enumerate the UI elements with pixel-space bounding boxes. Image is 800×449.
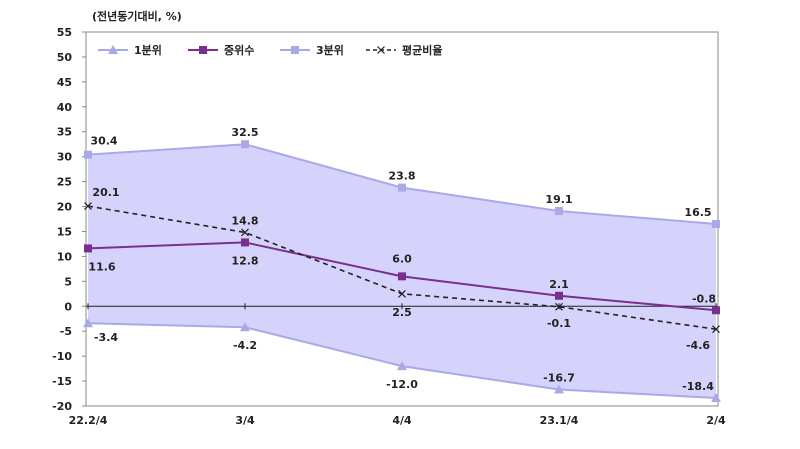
data-label-2: 30.4 [90,135,117,148]
data-label-2: 19.1 [545,193,572,206]
data-label-3: -0.1 [547,317,571,330]
data-label-1: -0.8 [692,292,716,305]
unit-label: (전년동기대비, %) [92,10,182,23]
series-point-0 [240,322,250,332]
series-point-1 [555,291,563,300]
data-label-3: -4.6 [686,339,710,352]
series-point-3 [555,302,563,311]
x-tick-label: 2/4 [706,414,726,427]
y-tick-label: -20 [52,400,72,413]
y-tick-label: 0 [64,300,72,313]
data-label-2: 23.8 [388,170,415,183]
y-tick-label: 10 [57,250,73,263]
series-point-2 [84,150,92,159]
x-tick-label: 23.1/4 [540,414,579,427]
data-label-2: 32.5 [231,126,258,139]
data-label-0: -12.0 [386,378,418,391]
x-tick-label: 4/4 [392,414,412,427]
y-tick-label: -5 [60,325,72,338]
series-point-3 [241,228,249,237]
legend-marker-3 [377,46,385,54]
data-label-1: 11.6 [88,260,115,273]
data-label-0: -16.7 [543,372,575,385]
series-point-3 [84,202,92,210]
series-point-2 [241,140,249,149]
data-label-1: 6.0 [392,252,412,265]
data-label-3: 20.1 [92,186,119,199]
legend-label-3: 평균비율 [402,43,442,57]
series-point-2 [712,219,720,228]
x-tick-label: 3/4 [235,414,255,427]
y-tick-label: 30 [57,151,73,164]
y-tick-label: 45 [57,76,72,89]
series-point-0 [397,361,407,371]
x-tick-label: 22.2/4 [69,414,108,427]
y-tick-label: 40 [57,101,73,114]
y-tick-label: 50 [57,51,73,64]
y-tick-label: 55 [57,26,72,39]
data-label-2: 16.5 [684,206,711,219]
series-point-2 [555,207,563,216]
y-tick-label: 25 [57,176,72,189]
series-point-3 [712,325,720,334]
series-point-0 [83,318,93,328]
data-label-1: 12.8 [231,254,258,267]
data-label-3: 2.5 [392,306,412,319]
y-tick-label: 5 [64,275,72,288]
series-point-1 [241,238,249,247]
legend-label-1: 중위수 [224,44,254,57]
series-point-2 [398,183,406,192]
data-label-0: -4.2 [233,339,257,352]
data-label-0: -18.4 [682,380,714,393]
y-tick-label: 20 [57,201,73,214]
series-point-1 [84,244,92,253]
series-point-1 [398,272,406,281]
data-label-0: -3.4 [94,331,118,344]
series-point-0 [711,393,721,403]
data-label-3: 14.8 [231,214,258,227]
legend-marker-0 [108,45,118,54]
series-point-3 [398,289,406,298]
y-tick-label: -15 [52,375,72,388]
data-label-1: 2.1 [549,278,569,291]
series-point-1 [712,306,720,315]
y-tick-label: -10 [52,350,72,363]
legend-label-0: 1분위 [134,44,162,57]
y-tick-label: 15 [57,225,72,238]
legend-marker-2 [291,46,299,54]
series-point-0 [554,384,564,394]
interquartile-band [88,144,716,399]
legend-marker-1 [199,46,207,54]
legend-label-2: 3분위 [316,44,344,57]
y-tick-label: 35 [57,126,72,139]
